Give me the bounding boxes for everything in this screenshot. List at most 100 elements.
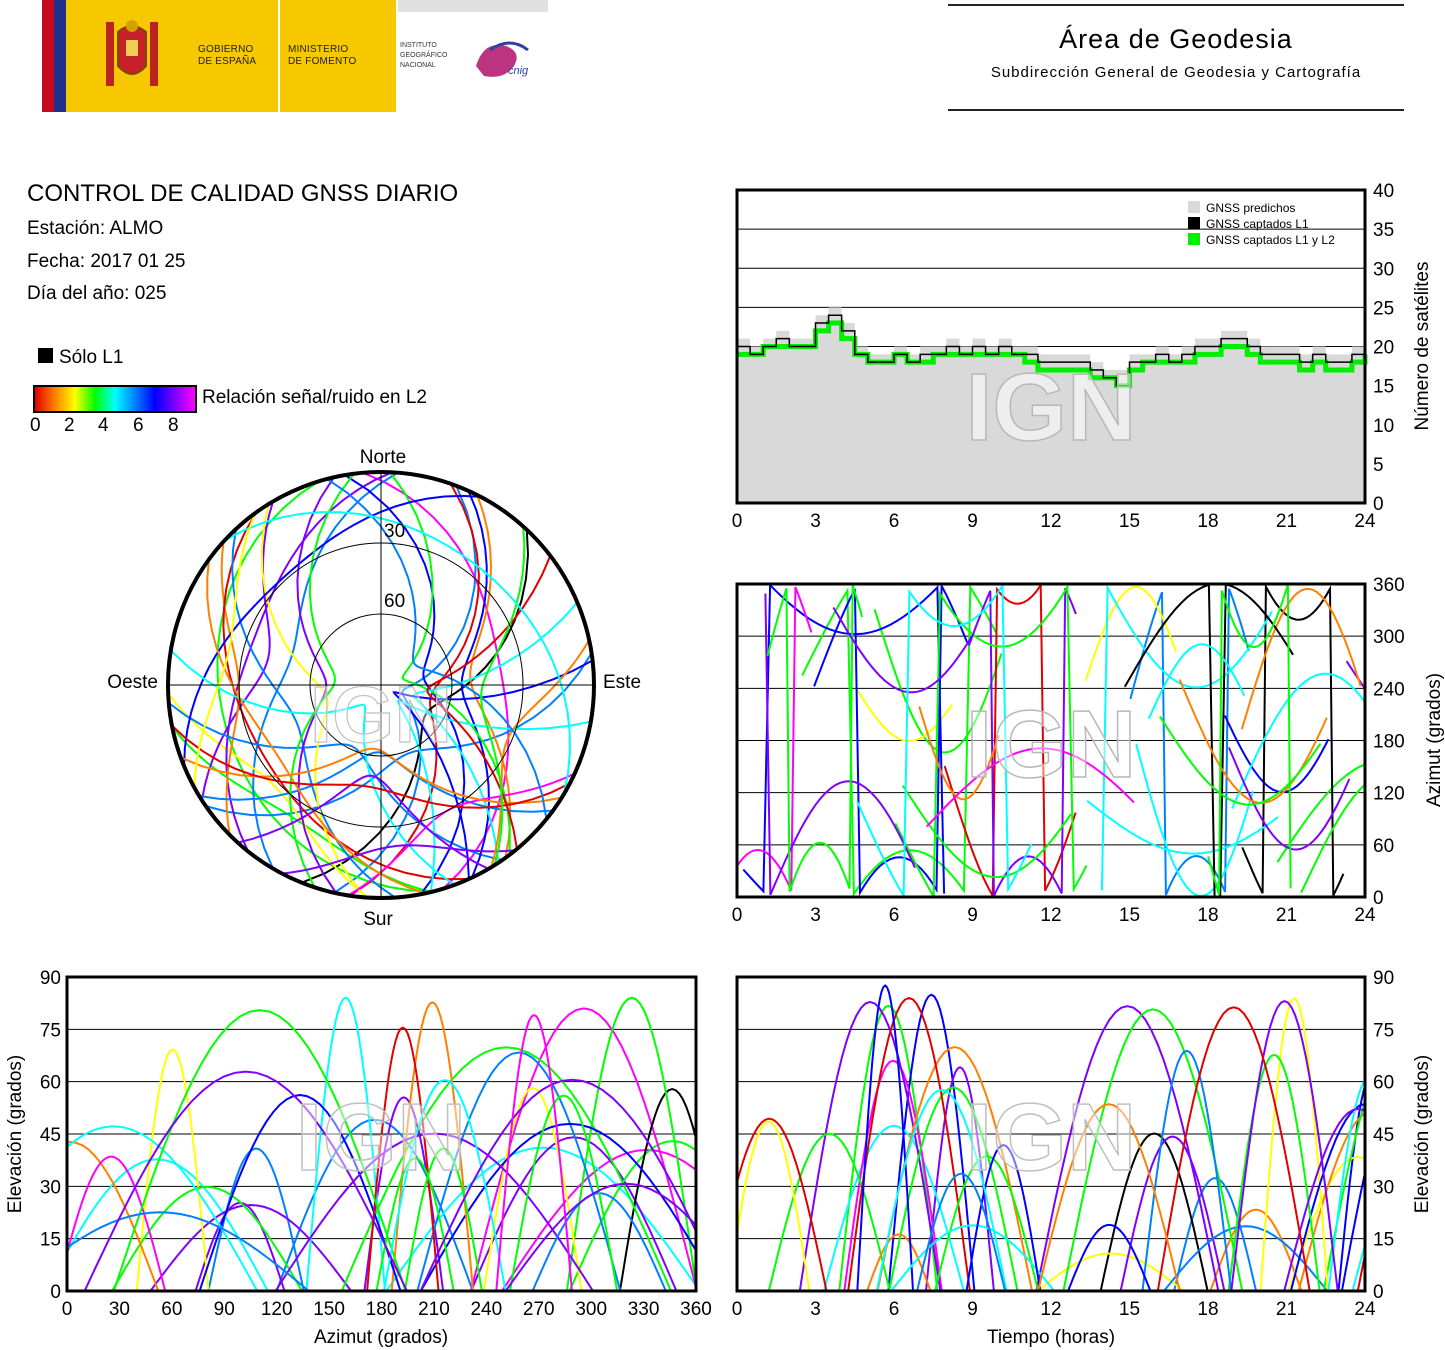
- azimuth-track: [1227, 747, 1351, 851]
- p1-x-tick-label: 18: [1197, 511, 1218, 532]
- elevation-time-track: [843, 1059, 943, 1291]
- p3-x-tick-label: 210: [418, 1299, 450, 1320]
- p1-x-tick-label: 9: [967, 511, 978, 532]
- p1-x-ticks: 0 3 6 9 12 15 18 21 24: [732, 511, 1376, 532]
- azimuth-track: [1231, 672, 1365, 809]
- elevation-time-track: [1259, 997, 1329, 1291]
- p4-y-label: Elevación (grados): [1412, 1055, 1433, 1213]
- p4-y-tick-label: 90: [1373, 968, 1394, 989]
- elevation-azimuth-track: [482, 1086, 583, 1291]
- sky-track: [469, 494, 512, 859]
- azimuth-track: [894, 584, 1088, 897]
- p3-x-tick-label: 360: [680, 1299, 712, 1320]
- p2-x-tick-label: 0: [732, 905, 743, 926]
- elevation-azimuth-chart: IGN 0 30 60 90 120 150 180 210 240 270 300 330 360 0…: [5, 968, 712, 1348]
- p1-y-tick-label: 5: [1373, 455, 1384, 476]
- azimuth-track: [1241, 584, 1345, 896]
- p1-x-tick-label: 21: [1276, 511, 1297, 532]
- p2-watermark: IGN: [966, 691, 1137, 798]
- sky-track: [170, 649, 456, 886]
- sky-tracks: [168, 472, 594, 898]
- p2-y-tick-label: 300: [1373, 627, 1405, 648]
- azimuth-time-chart: IGN 0 3 6 9 12 15 18 21 24 0 60 120 180 240 300 360 Az…: [732, 575, 1445, 926]
- cnig-text: cnig: [508, 65, 529, 77]
- p4-x-tick-label: 24: [1354, 1299, 1376, 1320]
- snr-tick-0: 0: [30, 415, 41, 436]
- sky-ring-label-30: 30: [384, 521, 405, 542]
- azimuth-track: [1135, 743, 1254, 897]
- p1-y-tick-label: 15: [1373, 377, 1394, 398]
- snr-tick-4: 4: [98, 415, 109, 436]
- p4-x-tick-label: 21: [1276, 1299, 1297, 1320]
- sky-track: [183, 494, 481, 767]
- sky-track: [281, 844, 516, 875]
- p3-x-tick-label: 120: [261, 1299, 293, 1320]
- p4-y-tick-label: 45: [1373, 1125, 1394, 1146]
- p4-x-tick-label: 15: [1119, 1299, 1140, 1320]
- elevation-azimuth-track: [375, 1157, 455, 1291]
- elevation-time-track: [1230, 1000, 1339, 1291]
- instituto-line3: NACIONAL: [400, 62, 436, 69]
- ministerio-line2: DE FOMENTO: [288, 56, 357, 67]
- elevation-time-track: [866, 1233, 932, 1291]
- azimuth-track: [1129, 588, 1250, 896]
- p1-x-tick-label: 24: [1354, 511, 1376, 532]
- elevation-azimuth-track: [531, 1192, 667, 1291]
- p3-x-tick-label: 180: [366, 1299, 398, 1320]
- azimuth-track: [855, 687, 953, 743]
- snr-tick-2: 2: [64, 415, 75, 436]
- azimuth-track: [856, 584, 1033, 897]
- elevation-time-track: [737, 1117, 828, 1291]
- sky-track: [480, 526, 526, 866]
- p2-grid: [737, 635, 1365, 846]
- p4-y-tick-label: 30: [1373, 1177, 1394, 1198]
- elevation-azimuth-track: [419, 1078, 696, 1291]
- azimuth-track: [1147, 643, 1246, 720]
- sky-track: [171, 724, 571, 809]
- snr-colorbar-label: Relación señal/ruido en L2: [202, 387, 427, 408]
- azimuth-track: [1159, 715, 1322, 806]
- elevation-time-track: [856, 984, 914, 1291]
- sky-track: [412, 601, 579, 863]
- azimuth-track: [813, 585, 969, 897]
- p4-x-tick-label: 9: [967, 1299, 978, 1320]
- elevation-time-track: [1067, 1223, 1152, 1291]
- elevation-azimuth-track: [274, 1132, 594, 1291]
- p3-x-tick-label: 240: [470, 1299, 502, 1320]
- azimuth-track: [1084, 585, 1178, 682]
- p2-y-tick-label: 180: [1373, 732, 1405, 753]
- p1-y-tick-label: 0: [1373, 494, 1384, 515]
- azimuth-track: [1276, 763, 1365, 863]
- p2-y-tick-label: 240: [1373, 679, 1405, 700]
- sky-track: [301, 529, 530, 884]
- skyplot-chart: IGN 30 60 Norte Sur Oeste Este: [107, 447, 641, 930]
- flag-stripe-red: [42, 0, 54, 112]
- elevation-azimuth-track: [67, 1211, 310, 1291]
- sky-label-east: Este: [603, 672, 641, 693]
- p3-y-tick-label: 0: [50, 1282, 61, 1303]
- sky-track: [392, 659, 594, 880]
- p3-watermark: IGN: [296, 1084, 467, 1191]
- sky-track: [168, 702, 503, 862]
- p3-y-tick-label: 75: [40, 1020, 61, 1041]
- sky-track: [231, 528, 396, 898]
- elevation-azimuth-track: [305, 996, 386, 1291]
- p3-x-tick-label: 90: [214, 1299, 235, 1320]
- p2-x-tick-label: 24: [1354, 905, 1376, 926]
- p2-x-tick-label: 18: [1197, 905, 1218, 926]
- elevation-time-track: [890, 1224, 1055, 1291]
- elevation-time-track: [1283, 1107, 1365, 1291]
- elevation-azimuth-track: [83, 1070, 408, 1291]
- azimuth-track: [1240, 587, 1362, 730]
- eu-stars-stripe: [54, 0, 66, 112]
- azimuth-track: [926, 747, 1135, 828]
- p4-x-tick-label: 12: [1040, 1299, 1061, 1320]
- p3-x-tick-label: 60: [161, 1299, 182, 1320]
- instituto-line1: INSTITUTO: [400, 42, 437, 49]
- elevation-time-track: [1037, 1252, 1185, 1291]
- azimuth-track: [1223, 715, 1330, 794]
- sky-track: [224, 511, 571, 795]
- p1-y-tick-label: 25: [1373, 298, 1394, 319]
- series-l1l2-line: [737, 320, 1368, 389]
